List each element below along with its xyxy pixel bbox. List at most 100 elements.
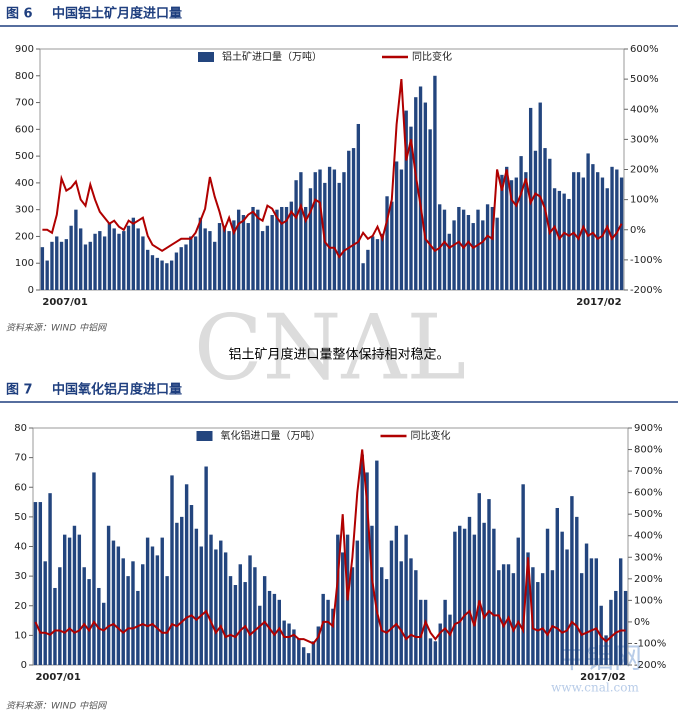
y-tick-label: 30	[14, 571, 27, 582]
y-tick-label: 900	[15, 44, 34, 55]
bar	[198, 217, 203, 290]
bar	[228, 576, 233, 665]
legend-label: 同比变化	[411, 429, 451, 442]
y2-tick-label: 200%	[630, 165, 659, 176]
bar	[145, 537, 150, 665]
bar	[62, 534, 67, 665]
y-tick-label: 10	[14, 630, 27, 641]
bar	[203, 228, 207, 290]
bar	[418, 86, 423, 290]
bar	[222, 225, 226, 290]
bar	[111, 540, 116, 665]
note: 铝土矿月度进口量整体保持相对稳定。	[228, 347, 449, 363]
bar	[308, 188, 313, 290]
bar	[471, 223, 475, 290]
bar	[165, 263, 169, 290]
bar	[433, 75, 437, 291]
y2-tick-label: 600%	[630, 44, 659, 55]
bar	[366, 249, 370, 290]
y-tick-label: 40	[14, 542, 27, 553]
bar	[614, 590, 618, 665]
bar	[72, 525, 77, 665]
bar	[256, 209, 260, 290]
bar	[106, 525, 111, 665]
y2-tick-label: -100%	[630, 255, 662, 266]
bar	[506, 564, 511, 665]
bar	[423, 102, 428, 290]
bar	[404, 110, 408, 290]
bar	[438, 623, 442, 665]
bar	[141, 236, 145, 290]
bar	[604, 635, 608, 665]
bar	[326, 599, 330, 665]
y2-tick-label: 300%	[630, 134, 659, 145]
bar	[238, 564, 242, 665]
bar	[53, 587, 57, 665]
y2-tick-label: 100%	[630, 195, 659, 206]
y2-tick-label: 900%	[634, 423, 663, 434]
bar	[409, 558, 413, 665]
yoy-line	[34, 449, 626, 645]
bar	[327, 166, 332, 290]
bar	[536, 582, 540, 665]
bar	[93, 233, 97, 290]
bar	[365, 472, 369, 665]
bar	[540, 573, 545, 665]
bar	[67, 537, 72, 665]
y-tick-label: 500	[15, 151, 34, 162]
bar	[131, 561, 135, 665]
bar	[442, 209, 447, 290]
y2-tick-label: 400%	[634, 531, 663, 542]
bar	[141, 564, 145, 665]
bar	[232, 220, 236, 290]
bar	[419, 599, 423, 665]
bar	[581, 177, 585, 290]
y2-tick-label: 600%	[634, 488, 663, 499]
bar	[514, 177, 518, 290]
bar	[361, 263, 365, 290]
bar	[258, 605, 262, 665]
bar	[214, 549, 218, 665]
bar	[272, 593, 277, 665]
bar	[482, 522, 486, 665]
bar	[394, 525, 399, 665]
bar	[467, 516, 472, 665]
bar	[64, 239, 69, 290]
bar	[303, 206, 308, 290]
x-tick-label: 2017/02	[580, 672, 625, 683]
bar	[447, 233, 451, 290]
bar	[385, 196, 389, 290]
y-tick-label: 50	[14, 512, 27, 523]
bar	[433, 641, 438, 665]
bar	[555, 507, 559, 665]
bar	[260, 231, 265, 290]
y-tick-label: 200	[15, 231, 34, 242]
bar	[55, 236, 59, 290]
bar	[112, 228, 116, 290]
bar	[169, 260, 174, 290]
bar	[548, 158, 552, 290]
bar	[136, 590, 140, 665]
bar	[340, 552, 345, 665]
bar	[179, 247, 183, 290]
x-tick-label: 2017/02	[576, 297, 621, 308]
bar	[175, 522, 179, 665]
bar	[122, 231, 126, 290]
bar	[472, 534, 477, 665]
bar	[131, 217, 136, 290]
bar	[466, 215, 471, 290]
y-tick-label: 60	[14, 482, 27, 493]
bar	[384, 579, 389, 665]
bar	[594, 558, 599, 665]
bar	[524, 172, 528, 290]
bar	[311, 641, 316, 665]
bar	[511, 573, 516, 665]
bar	[227, 231, 231, 290]
bar	[375, 460, 379, 665]
bar	[543, 148, 547, 290]
bar	[165, 576, 169, 665]
source: 资料来源：WIND 中铝网	[6, 701, 107, 712]
bar	[209, 534, 213, 665]
bar	[390, 201, 394, 290]
bar	[121, 558, 125, 665]
